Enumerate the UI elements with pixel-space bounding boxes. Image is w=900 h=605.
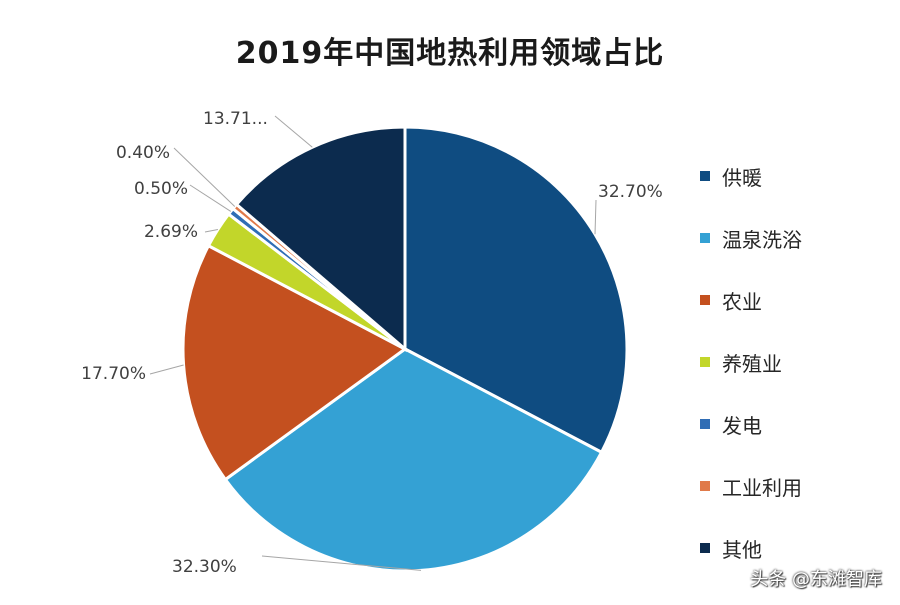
- pie-slice-1: [403, 125, 629, 455]
- leader-line-2: [261, 555, 422, 571]
- legend-item-2: 温泉洗浴: [700, 207, 802, 269]
- legend-swatch: [700, 233, 710, 243]
- leader-line-5: [189, 184, 232, 212]
- legend-label: 发电: [722, 413, 762, 438]
- chart-title: 2019年中国地热利用领域占比: [235, 36, 665, 71]
- leader-line-1: [594, 199, 597, 235]
- legend-label: 工业利用: [722, 475, 802, 500]
- legend-item-4: 养殖业: [700, 331, 802, 393]
- pie-slices: [181, 125, 629, 573]
- legend-swatch: [700, 171, 710, 181]
- data-labels: 32.70% 32.30% 17.70% 2.69% 0.50% 0.40% 13.71..…: [81, 109, 663, 577]
- leader-line-3: [149, 364, 184, 375]
- leader-line-6: [173, 147, 236, 207]
- legend-swatch: [700, 543, 710, 553]
- data-label-5: 0.50%: [134, 179, 188, 199]
- legend-label: 温泉洗浴: [722, 227, 802, 252]
- pie-slice-3: [181, 243, 408, 482]
- data-label-6: 0.40%: [116, 143, 170, 163]
- data-label-3: 17.70%: [81, 364, 146, 384]
- legend-item-1: 供暖: [700, 145, 802, 207]
- legend-item-3: 农业: [700, 269, 802, 331]
- legend-item-7: 其他: [700, 517, 802, 579]
- data-label-1: 32.70%: [598, 182, 663, 202]
- data-label-4: 2.69%: [144, 222, 198, 242]
- legend-swatch: [700, 357, 710, 367]
- legend-swatch: [700, 295, 710, 305]
- legend-item-6: 工业利用: [700, 455, 802, 517]
- legend-label: 养殖业: [722, 351, 782, 376]
- data-label-2: 32.30%: [172, 557, 237, 577]
- leader-line-7: [274, 115, 313, 148]
- legend-label: 其他: [722, 537, 762, 562]
- legend-swatch: [700, 419, 710, 429]
- legend-label: 农业: [722, 289, 762, 314]
- data-label-7: 13.71...: [203, 109, 268, 129]
- leader-lines: [149, 115, 597, 571]
- watermark: 头条 @东滩智库: [750, 569, 882, 590]
- legend-item-5: 发电: [700, 393, 802, 455]
- legend: 供暖温泉洗浴农业养殖业发电工业利用其他: [700, 145, 802, 579]
- legend-label: 供暖: [722, 165, 762, 190]
- pie-slice-7: [234, 125, 407, 353]
- leader-line-4: [204, 229, 218, 233]
- legend-swatch: [700, 481, 710, 491]
